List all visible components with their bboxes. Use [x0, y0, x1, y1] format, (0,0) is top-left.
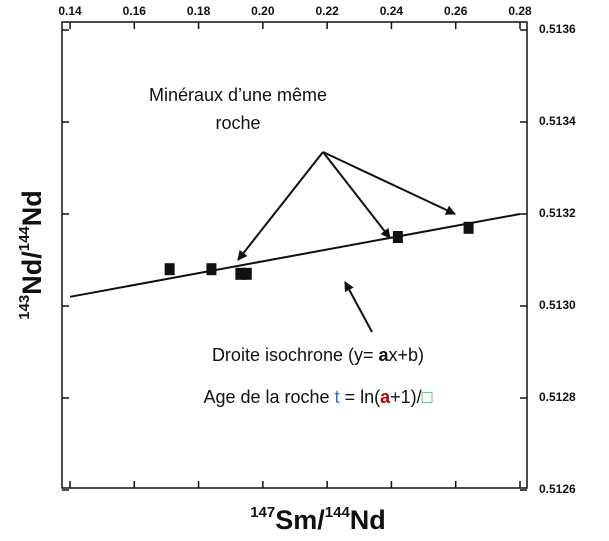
annotation-part: a: [379, 345, 390, 365]
x-tick-label: 0.16: [123, 4, 147, 18]
axis-label-part: 144: [325, 504, 351, 521]
axis-label-part: 143: [16, 295, 33, 320]
arrows: [237, 151, 456, 333]
axis-label-part: 147: [250, 504, 275, 521]
data-point: [235, 267, 246, 280]
arrow: [322, 151, 456, 215]
annotation-part: □: [422, 387, 433, 407]
data-point: [392, 231, 403, 243]
annotation-part: +1)/: [390, 387, 422, 407]
annotation: Droite isochrone (y= ax+b): [212, 345, 424, 365]
data-point: [164, 263, 175, 276]
y-tick-label: 0.5132: [539, 206, 576, 220]
annotation: Age de la roche t = ln(a+1)/□: [203, 387, 432, 407]
axis-label-part: Nd: [350, 505, 386, 535]
axis-label: 147Sm/144Nd: [250, 504, 386, 535]
data-point: [463, 221, 474, 234]
x-tick-label: 0.20: [251, 4, 275, 18]
y-tick-label: 0.5130: [539, 298, 576, 312]
axis-label-part: Nd/: [17, 251, 47, 295]
x-tick-label: 0.28: [508, 4, 532, 18]
annotation: roche: [215, 113, 260, 133]
axis-label: 143Nd/144Nd: [16, 190, 47, 320]
y-tick-label: 0.5128: [539, 390, 576, 404]
arrow: [237, 151, 324, 261]
annotation-part: a: [380, 387, 391, 407]
x-tick-label: 0.26: [444, 4, 468, 18]
x-tick-label: 0.22: [315, 4, 339, 18]
annotation-part: x+b): [389, 345, 425, 365]
axis-label-part: Nd: [17, 190, 47, 226]
y-tick-label: 0.5126: [539, 482, 576, 496]
x-tick-label: 0.24: [380, 4, 404, 18]
isochron-line: [69, 213, 521, 298]
annotation-part: Age de la roche: [203, 387, 334, 407]
x-tick-label: 0.18: [187, 4, 211, 18]
y-tick-label: 0.5136: [539, 22, 576, 36]
data-point: [241, 267, 252, 280]
axis-label-part: Sm/: [275, 505, 325, 535]
data-point: [206, 263, 217, 276]
axis-label-part: 144: [16, 226, 33, 252]
y-tick-label: 0.5134: [539, 114, 576, 128]
plot-frame: [61, 21, 528, 489]
arrow: [344, 281, 373, 333]
arrow: [322, 151, 391, 239]
annotation: Minéraux d’une même: [149, 85, 327, 105]
x-tick-label: 0.14: [58, 4, 82, 18]
annotation-part: = ln(: [340, 387, 381, 407]
annotation-part: Droite isochrone (y=: [212, 345, 379, 365]
annotation-part: t: [335, 387, 340, 407]
